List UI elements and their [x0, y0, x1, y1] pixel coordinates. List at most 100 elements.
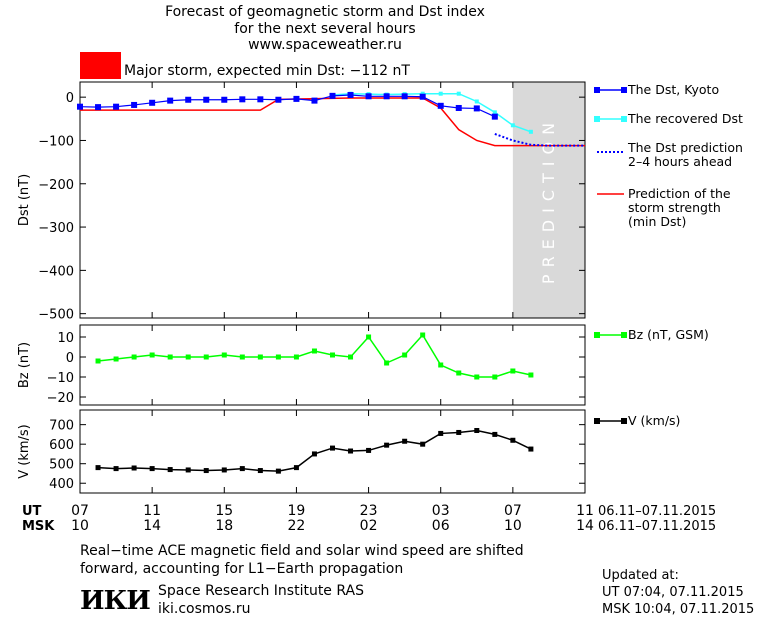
footer-note-line-2: forward, accounting for L1−Earth propaga… — [80, 561, 404, 577]
dst-kyoto-point — [473, 105, 480, 112]
dst-kyoto-line — [79, 94, 496, 118]
bz-point — [293, 354, 299, 360]
bz-point — [95, 358, 101, 364]
institute-site[interactable]: iki.cosmos.ru — [158, 601, 251, 617]
y-tick-label-bz: −20 — [47, 391, 74, 406]
institute-info: Space Research Institute RAS iki.cosmos.… — [158, 582, 364, 618]
dst-kyoto-point — [77, 103, 83, 110]
v-point — [510, 437, 516, 443]
dst-kyoto-point — [203, 96, 210, 103]
panel-frame-bz — [79, 324, 586, 406]
ut-date-range: 06.11–07.11.2015 — [598, 504, 716, 519]
v-point — [167, 467, 173, 473]
y-tick-label-dst: −400 — [38, 264, 74, 279]
v-point — [456, 429, 462, 435]
msk-tick-label: 14 — [143, 518, 161, 534]
msk-tick-label: 10 — [504, 518, 522, 534]
bz-point — [113, 356, 119, 362]
msk-axis-label: MSK — [22, 519, 55, 534]
v-line — [97, 429, 532, 472]
bz-point — [275, 354, 281, 360]
storm-level-swatch — [80, 52, 121, 79]
y-tick-label-dst: 0 — [66, 91, 74, 106]
y-tick-label-v: 400 — [49, 477, 74, 492]
bz-point — [348, 354, 354, 360]
v-point — [311, 451, 317, 457]
dst-kyoto-point — [419, 93, 426, 100]
storm-forecast-text: Major storm, expected min Dst: −112 nT — [124, 63, 410, 79]
bz-point — [528, 372, 534, 378]
recovered-dst-point — [456, 91, 461, 96]
ut-tick-label: 23 — [360, 503, 378, 519]
recovered-legend-label: The recovered Dst — [627, 111, 743, 126]
v-point — [131, 465, 137, 471]
v-legend-marker — [621, 418, 627, 424]
panel-frame-dst — [79, 81, 586, 319]
dst-kyoto-point — [257, 96, 264, 103]
dst-kyoto-point — [95, 104, 102, 111]
recovered-dst-point — [420, 91, 425, 96]
ut-tick-label: 07 — [71, 503, 89, 519]
bz-point — [239, 354, 245, 360]
title-line-2: for the next several hours — [234, 20, 416, 37]
msk-tick-label: 02 — [360, 518, 378, 534]
panel-frame-v — [79, 409, 586, 494]
y-tick-label-v: 700 — [49, 419, 74, 434]
v-point — [474, 428, 480, 434]
dst-kyoto-legend-marker — [594, 87, 600, 93]
bz-point — [221, 352, 227, 358]
y-tick-label-dst: −100 — [38, 134, 74, 149]
storm-strength-legend-label: Prediction of the — [628, 186, 731, 201]
bz-legend-marker — [621, 332, 627, 338]
dst-kyoto-point — [131, 101, 138, 108]
msk-tick-label: 10 — [71, 518, 89, 534]
ut-tick-label: 19 — [288, 503, 306, 519]
v-point — [420, 441, 426, 447]
footer-note: Real−time ACE magnetic field and solar w… — [80, 542, 580, 578]
bz-point — [456, 370, 462, 376]
ut-tick-label: 07 — [504, 503, 522, 519]
dst-kyoto-legend-marker — [621, 87, 627, 93]
ut-tick-label: 11 — [576, 503, 594, 519]
v-point — [149, 466, 155, 472]
bz-point — [474, 374, 480, 380]
v-point — [492, 431, 498, 437]
v-point — [384, 442, 390, 448]
dst-prediction-legend-label: The Dst prediction — [627, 140, 743, 155]
dst-kyoto-point — [455, 104, 462, 111]
bz-point — [311, 348, 317, 354]
recovered-dst-point — [528, 129, 533, 134]
recovered-dst-point — [438, 91, 443, 96]
updated-ut: UT 07:04, 07.11.2015 — [602, 585, 744, 600]
v-point — [95, 465, 101, 471]
institute-name: Space Research Institute RAS — [158, 583, 364, 599]
bz-point — [203, 354, 209, 360]
y-tick-label-dst: −500 — [38, 308, 74, 323]
dst-prediction-legend-label: 2–4 hours ahead — [628, 154, 732, 169]
dst-kyoto-point — [167, 97, 174, 104]
ut-tick-label: 03 — [432, 503, 450, 519]
ut-tick-label: 11 — [143, 503, 161, 519]
msk-tick-label: 18 — [215, 518, 233, 534]
v-point — [239, 466, 245, 472]
v-point — [221, 467, 227, 473]
prediction-zone-label: PREDICTION — [539, 116, 558, 284]
bz-point — [402, 352, 408, 358]
recovered-legend-marker — [621, 116, 627, 122]
prediction-zone — [512, 82, 585, 318]
v-point — [293, 465, 299, 471]
dst-kyoto-point — [221, 96, 228, 103]
bz-point — [257, 354, 263, 360]
bz-point — [384, 360, 390, 366]
dst-kyoto-point — [311, 97, 318, 104]
storm-strength-legend-label: (min Dst) — [628, 214, 686, 229]
bz-point — [492, 374, 498, 380]
updated-msk: MSK 10:04, 07.11.2015 — [602, 602, 755, 617]
updated-info: Updated at: UT 07:04, 07.11.2015 MSK 10:… — [602, 567, 754, 618]
y-tick-label-bz: −10 — [47, 371, 74, 386]
dst-kyoto-point — [185, 96, 192, 103]
y-tick-label-dst: −200 — [38, 178, 74, 193]
title-line-1: Forecast of geomagnetic storm and Dst in… — [165, 4, 485, 20]
y-axis-label-v: V (km/s) — [17, 424, 32, 479]
